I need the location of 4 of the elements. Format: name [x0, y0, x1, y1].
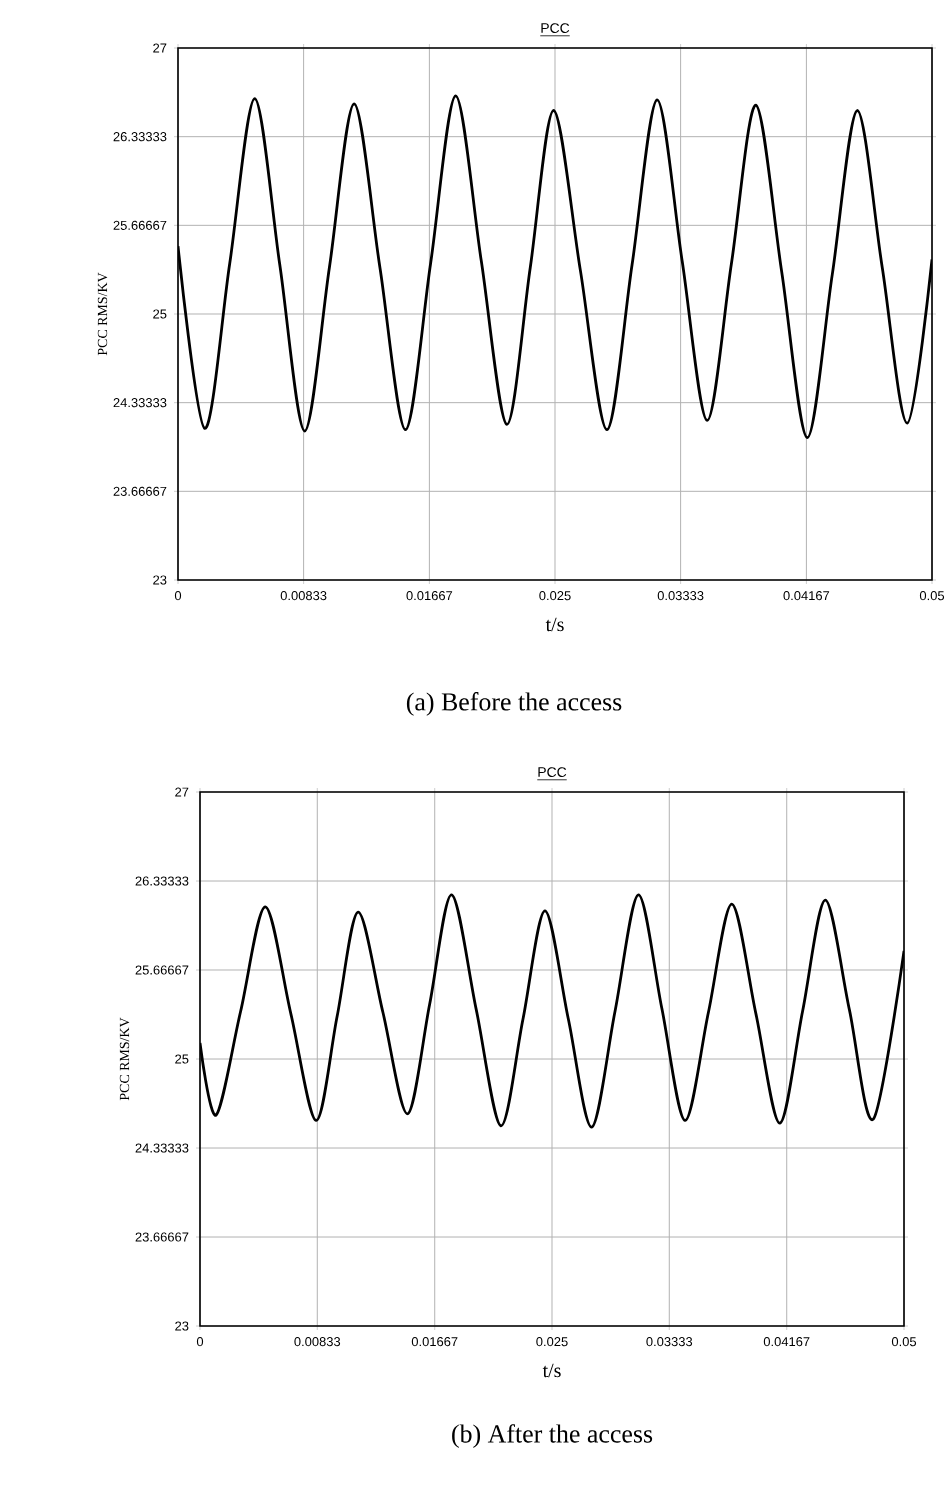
x-axis-title: t/s: [542, 1363, 561, 1378]
text: (b) After the access: [452, 1424, 653, 1448]
text: (a) Before the access: [406, 692, 622, 716]
x-axis-title: t/s: [545, 617, 564, 632]
